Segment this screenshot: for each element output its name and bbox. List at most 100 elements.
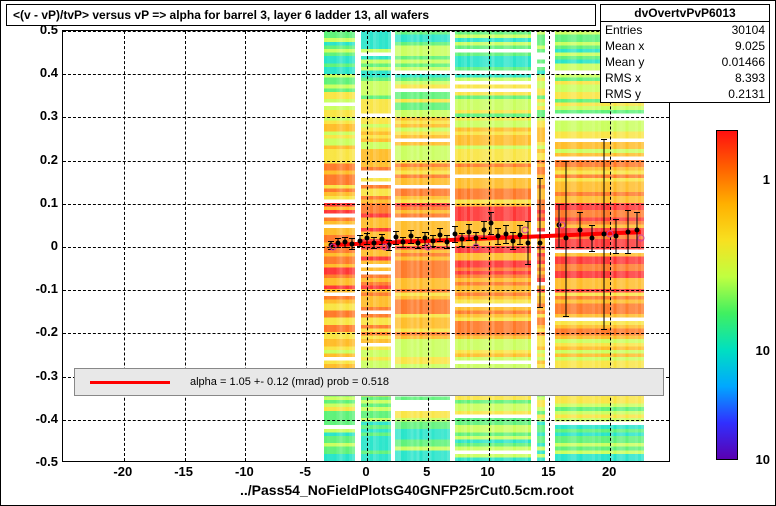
- stats-entries-label: Entries: [605, 22, 642, 38]
- error-cap: [537, 307, 543, 308]
- error-cap: [625, 253, 631, 254]
- error-cap: [349, 249, 355, 250]
- error-cap: [393, 231, 399, 232]
- data-point: [614, 234, 619, 239]
- error-cap: [577, 212, 583, 213]
- data-point: [537, 240, 542, 245]
- stats-rmsx-label: RMS x: [605, 70, 641, 86]
- error-cap: [364, 244, 370, 245]
- stats-rmsy-label: RMS y: [605, 86, 641, 102]
- xtick-label: 20: [602, 464, 616, 479]
- stats-meany-label: Mean y: [605, 54, 644, 70]
- data-point: [496, 234, 501, 239]
- error-cap: [503, 225, 509, 226]
- error-cap: [481, 238, 487, 239]
- error-cap: [459, 246, 465, 247]
- data-point: [626, 229, 631, 234]
- error-cap: [400, 237, 406, 238]
- error-cap: [430, 235, 436, 236]
- stats-box: dvOvertvPvP6013 Entries 30104 Mean x 9.0…: [600, 4, 770, 103]
- open-marker: [637, 235, 644, 242]
- grid-h: [63, 290, 669, 291]
- ytick-label: 0.1: [8, 195, 58, 210]
- data-point: [350, 241, 355, 246]
- xtick-label: -20: [113, 464, 132, 479]
- error-cap: [556, 204, 562, 205]
- data-point: [408, 234, 413, 239]
- ytick-label: 0.4: [8, 65, 58, 80]
- stats-name: dvOvertvPvP6013: [601, 5, 769, 22]
- error-cap: [459, 233, 465, 234]
- error-cap: [537, 178, 543, 179]
- error-cap: [601, 139, 607, 140]
- data-point: [564, 236, 569, 241]
- ytick-label: -0.2: [8, 324, 58, 339]
- heat-noise: [455, 31, 532, 461]
- xtick-label: 5: [423, 464, 430, 479]
- error-cap: [517, 244, 523, 245]
- error-cap: [400, 247, 406, 248]
- data-point: [525, 240, 530, 245]
- error-cap: [488, 234, 494, 235]
- xtick-label: 10: [480, 464, 494, 479]
- xtick-label: 0: [362, 464, 369, 479]
- ytick-label: 0: [8, 238, 58, 253]
- error-cap: [525, 221, 531, 222]
- grid-v: [185, 31, 186, 461]
- data-point: [357, 238, 362, 243]
- data-point: [452, 232, 457, 237]
- error-cap: [466, 240, 472, 241]
- data-point: [343, 239, 348, 244]
- error-cap: [577, 247, 583, 248]
- stats-rmsx: RMS x 8.393: [601, 70, 769, 86]
- error-cap: [444, 248, 450, 249]
- ytick-label: 0.2: [8, 152, 58, 167]
- xtick-label: 15: [541, 464, 555, 479]
- legend-text: alpha = 1.05 +- 0.12 (mrad) prob = 0.518: [190, 376, 389, 388]
- error-cap: [415, 237, 421, 238]
- open-marker: [329, 244, 336, 251]
- error-cap: [634, 247, 640, 248]
- data-point: [335, 240, 340, 245]
- open-marker: [473, 244, 480, 251]
- ytick-label: -0.1: [8, 281, 58, 296]
- error-cap: [613, 219, 619, 220]
- error-cap: [386, 250, 392, 251]
- stats-entries-val: 30104: [732, 22, 765, 38]
- data-point: [589, 236, 594, 241]
- error-cap: [364, 233, 370, 234]
- stats-meanx: Mean x 9.025: [601, 38, 769, 54]
- data-point: [372, 240, 377, 245]
- ytick-label: -0.3: [8, 368, 58, 383]
- error-cap: [444, 235, 450, 236]
- error-cap: [510, 232, 516, 233]
- stats-meanx-label: Mean x: [605, 38, 644, 54]
- error-cap: [342, 247, 348, 248]
- error-cap: [563, 161, 569, 162]
- data-point: [481, 227, 486, 232]
- error-cap: [452, 242, 458, 243]
- grid-h: [63, 117, 669, 118]
- stats-meanx-val: 9.025: [735, 38, 765, 54]
- error-cap: [495, 244, 501, 245]
- error-cap: [589, 251, 595, 252]
- error-cap: [481, 221, 487, 222]
- error-cap: [525, 264, 531, 265]
- stats-meany: Mean y 0.01466: [601, 54, 769, 70]
- data-point: [394, 235, 399, 240]
- error-cap: [495, 228, 501, 229]
- data-point: [577, 227, 582, 232]
- error-cap: [408, 243, 414, 244]
- stats-rmsy-val: 0.2131: [728, 86, 765, 102]
- ytick-label: -0.4: [8, 411, 58, 426]
- stats-rmsy: RMS y 0.2131: [601, 86, 769, 102]
- data-point: [379, 237, 384, 242]
- data-point: [437, 232, 442, 237]
- ytick-label: -0.5: [8, 454, 58, 469]
- colorbar-label: 1: [763, 172, 770, 187]
- data-point: [634, 227, 639, 232]
- grid-h: [63, 31, 669, 32]
- grid-v: [306, 31, 307, 461]
- ytick-label: 0.3: [8, 108, 58, 123]
- colorbar-label: 10: [756, 343, 770, 358]
